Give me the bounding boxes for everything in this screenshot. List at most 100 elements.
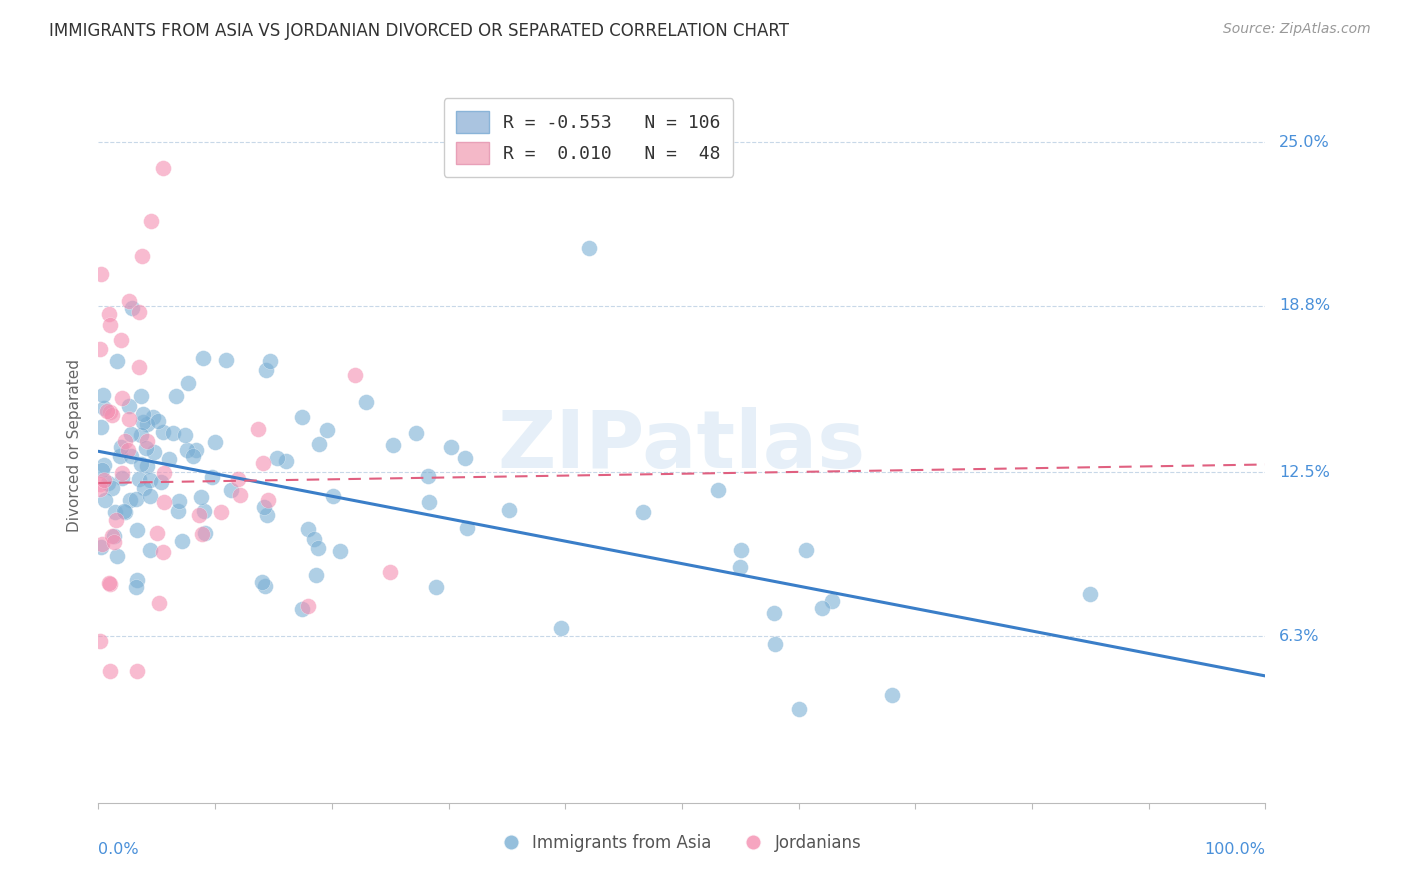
Point [150, 475, 173, 489]
Point [91, 388, 114, 402]
Point [105, 353, 128, 368]
Point [162, 426, 184, 441]
Point [125, 492, 148, 507]
Point [128, 305, 150, 319]
Point [157, 452, 180, 467]
Point [253, 579, 276, 593]
Point [103, 535, 125, 549]
Point [191, 351, 214, 365]
Point [174, 428, 197, 442]
Point [111, 391, 134, 405]
Point [120, 493, 142, 508]
Point [90, 267, 112, 281]
Point [322, 488, 344, 502]
Text: 12.5%: 12.5% [1279, 465, 1330, 480]
Point [118, 293, 141, 308]
Point [110, 440, 132, 454]
Point [250, 574, 273, 589]
Point [125, 664, 148, 678]
Point [117, 442, 139, 457]
Point [787, 701, 810, 715]
Point [440, 440, 463, 454]
Point [142, 410, 165, 425]
Point [454, 451, 477, 466]
Point [253, 500, 276, 515]
Point [194, 526, 217, 541]
Point [129, 458, 152, 472]
Point [305, 568, 328, 582]
Point [93, 401, 115, 415]
Point [190, 490, 212, 504]
Point [98, 664, 121, 678]
Point [256, 493, 278, 508]
Point [307, 541, 329, 555]
Point [308, 436, 330, 450]
Point [252, 457, 274, 471]
Point [730, 542, 752, 557]
Point [127, 573, 149, 587]
Point [193, 504, 215, 518]
Point [821, 594, 844, 608]
Point [706, 483, 728, 497]
Point [315, 424, 337, 438]
Point [456, 521, 478, 535]
Point [354, 394, 377, 409]
Point [382, 438, 405, 452]
Point [100, 405, 122, 419]
Point [131, 389, 153, 403]
Point [89, 342, 111, 356]
Point [89, 634, 111, 648]
Point [94, 492, 117, 507]
Point [97, 575, 120, 590]
Point [152, 161, 174, 176]
Point [228, 472, 250, 486]
Point [120, 449, 142, 463]
Point [139, 542, 162, 557]
Point [91, 463, 114, 477]
Point [153, 466, 176, 480]
Point [120, 426, 142, 441]
Point [91, 537, 114, 551]
Point [247, 421, 270, 435]
Point [405, 425, 427, 440]
Legend: Immigrants from Asia, Jordanians: Immigrants from Asia, Jordanians [495, 828, 869, 859]
Point [131, 416, 153, 430]
Point [111, 471, 134, 485]
Point [110, 333, 132, 347]
Point [90, 420, 112, 434]
Point [101, 482, 124, 496]
Point [297, 522, 319, 536]
Point [98, 577, 121, 591]
Point [498, 503, 520, 517]
Point [98, 307, 121, 321]
Point [165, 389, 187, 403]
Point [125, 581, 148, 595]
Point [128, 472, 150, 486]
Point [416, 469, 439, 483]
Point [153, 495, 176, 509]
Text: Source: ZipAtlas.com: Source: ZipAtlas.com [1223, 22, 1371, 37]
Point [143, 444, 166, 458]
Point [550, 621, 572, 635]
Point [167, 493, 190, 508]
Point [291, 409, 314, 424]
Point [762, 606, 785, 620]
Point [89, 482, 111, 496]
Point [146, 525, 169, 540]
Point [98, 318, 121, 332]
Point [631, 505, 654, 519]
Point [104, 505, 127, 519]
Point [152, 544, 174, 558]
Point [117, 412, 139, 426]
Point [139, 473, 162, 487]
Point [290, 602, 312, 616]
Point [880, 688, 903, 702]
Point [188, 508, 211, 523]
Point [302, 532, 325, 546]
Point [139, 489, 162, 503]
Point [128, 359, 150, 374]
Text: IMMIGRANTS FROM ASIA VS JORDANIAN DIVORCED OR SEPARATED CORRELATION CHART: IMMIGRANTS FROM ASIA VS JORDANIAN DIVORC… [49, 22, 789, 40]
Point [103, 529, 125, 543]
Point [184, 443, 207, 458]
Text: 100.0%: 100.0% [1205, 842, 1265, 857]
